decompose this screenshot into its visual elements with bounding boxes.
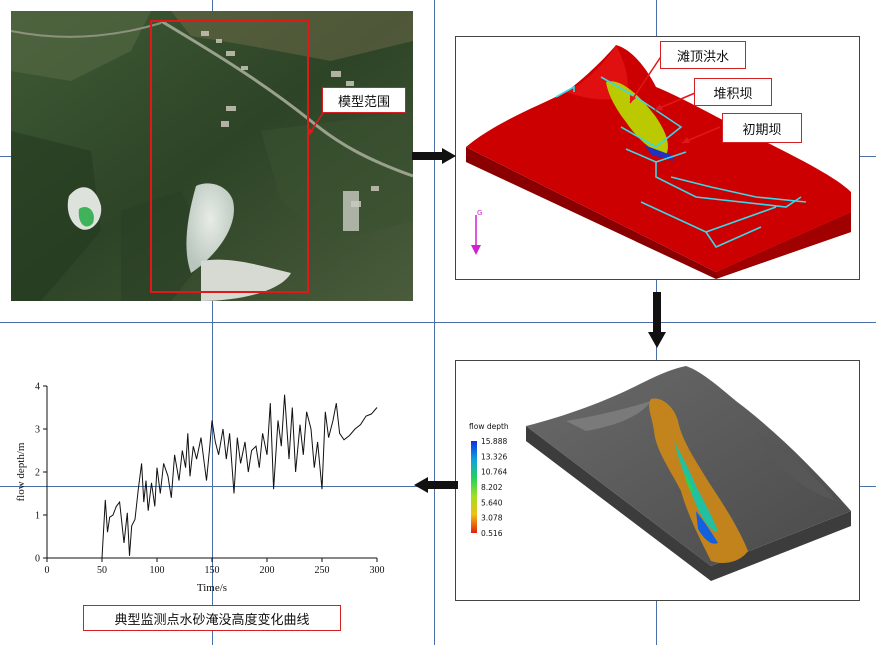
chart-x-label: Time/s [197, 582, 227, 594]
satellite-image [11, 11, 413, 301]
pile-dam-label: 堆积坝 [694, 78, 772, 106]
beach-flood-label: 滩顶洪水 [660, 41, 746, 69]
x-tick-label: 50 [97, 565, 107, 576]
y-tick-label: 3 [35, 425, 40, 436]
model-3d-leaders [629, 54, 721, 144]
chart-y-label: flow depth/m [15, 442, 27, 501]
model-3d-view: G [466, 45, 851, 279]
legend-value: 5.640 [481, 498, 503, 507]
x-tick-label: 250 [315, 565, 330, 576]
chart-axes [46, 386, 377, 559]
model-range-box [150, 20, 309, 293]
legend-value: 13.326 [481, 452, 507, 461]
legend-value: 3.078 [481, 514, 503, 523]
chart-caption: 典型监测点水砂淹没高度变化曲线 [83, 605, 341, 631]
y-tick-label: 0 [35, 554, 40, 565]
legend-color-bar [471, 441, 477, 533]
x-tick-label: 150 [205, 565, 220, 576]
guide-line-v2 [434, 0, 435, 645]
legend-title: flow depth [469, 422, 509, 431]
flow-sim-view: flow depth 15.888 13.326 10.764 8.202 5.640 3… [469, 366, 851, 581]
guide-line-h2 [0, 322, 876, 323]
arrow-down [648, 292, 666, 348]
arrow-left [414, 477, 458, 493]
x-tick-label: 200 [260, 565, 275, 576]
flow-depth-chart: 0 50 100 150 200 250 300 0 1 2 3 4 Time/s flow dept… [15, 382, 385, 595]
legend-ticks: 15.888 13.326 10.764 8.202 5.640 3.078 0.516 [481, 437, 507, 538]
legend-value: 0.516 [481, 529, 503, 538]
chart-ticks: 0 50 100 150 200 250 300 0 1 2 3 4 [35, 382, 385, 577]
model-axis-label: G [477, 209, 482, 217]
model-range-label: 模型范围 [322, 87, 406, 113]
x-tick-label: 100 [150, 565, 165, 576]
initial-dam-label: 初期坝 [722, 113, 802, 143]
y-tick-label: 1 [35, 511, 40, 522]
x-tick-label: 300 [370, 565, 385, 576]
arrow-right [412, 148, 456, 164]
flow-depth-series [47, 394, 378, 559]
y-tick-label: 2 [35, 468, 40, 479]
x-tick-label: 0 [45, 565, 50, 576]
legend-value: 10.764 [481, 468, 507, 477]
legend-value: 8.202 [481, 483, 503, 492]
legend-value: 15.888 [481, 437, 507, 446]
guide-line-v1 [212, 0, 213, 645]
y-tick-label: 4 [35, 382, 40, 393]
